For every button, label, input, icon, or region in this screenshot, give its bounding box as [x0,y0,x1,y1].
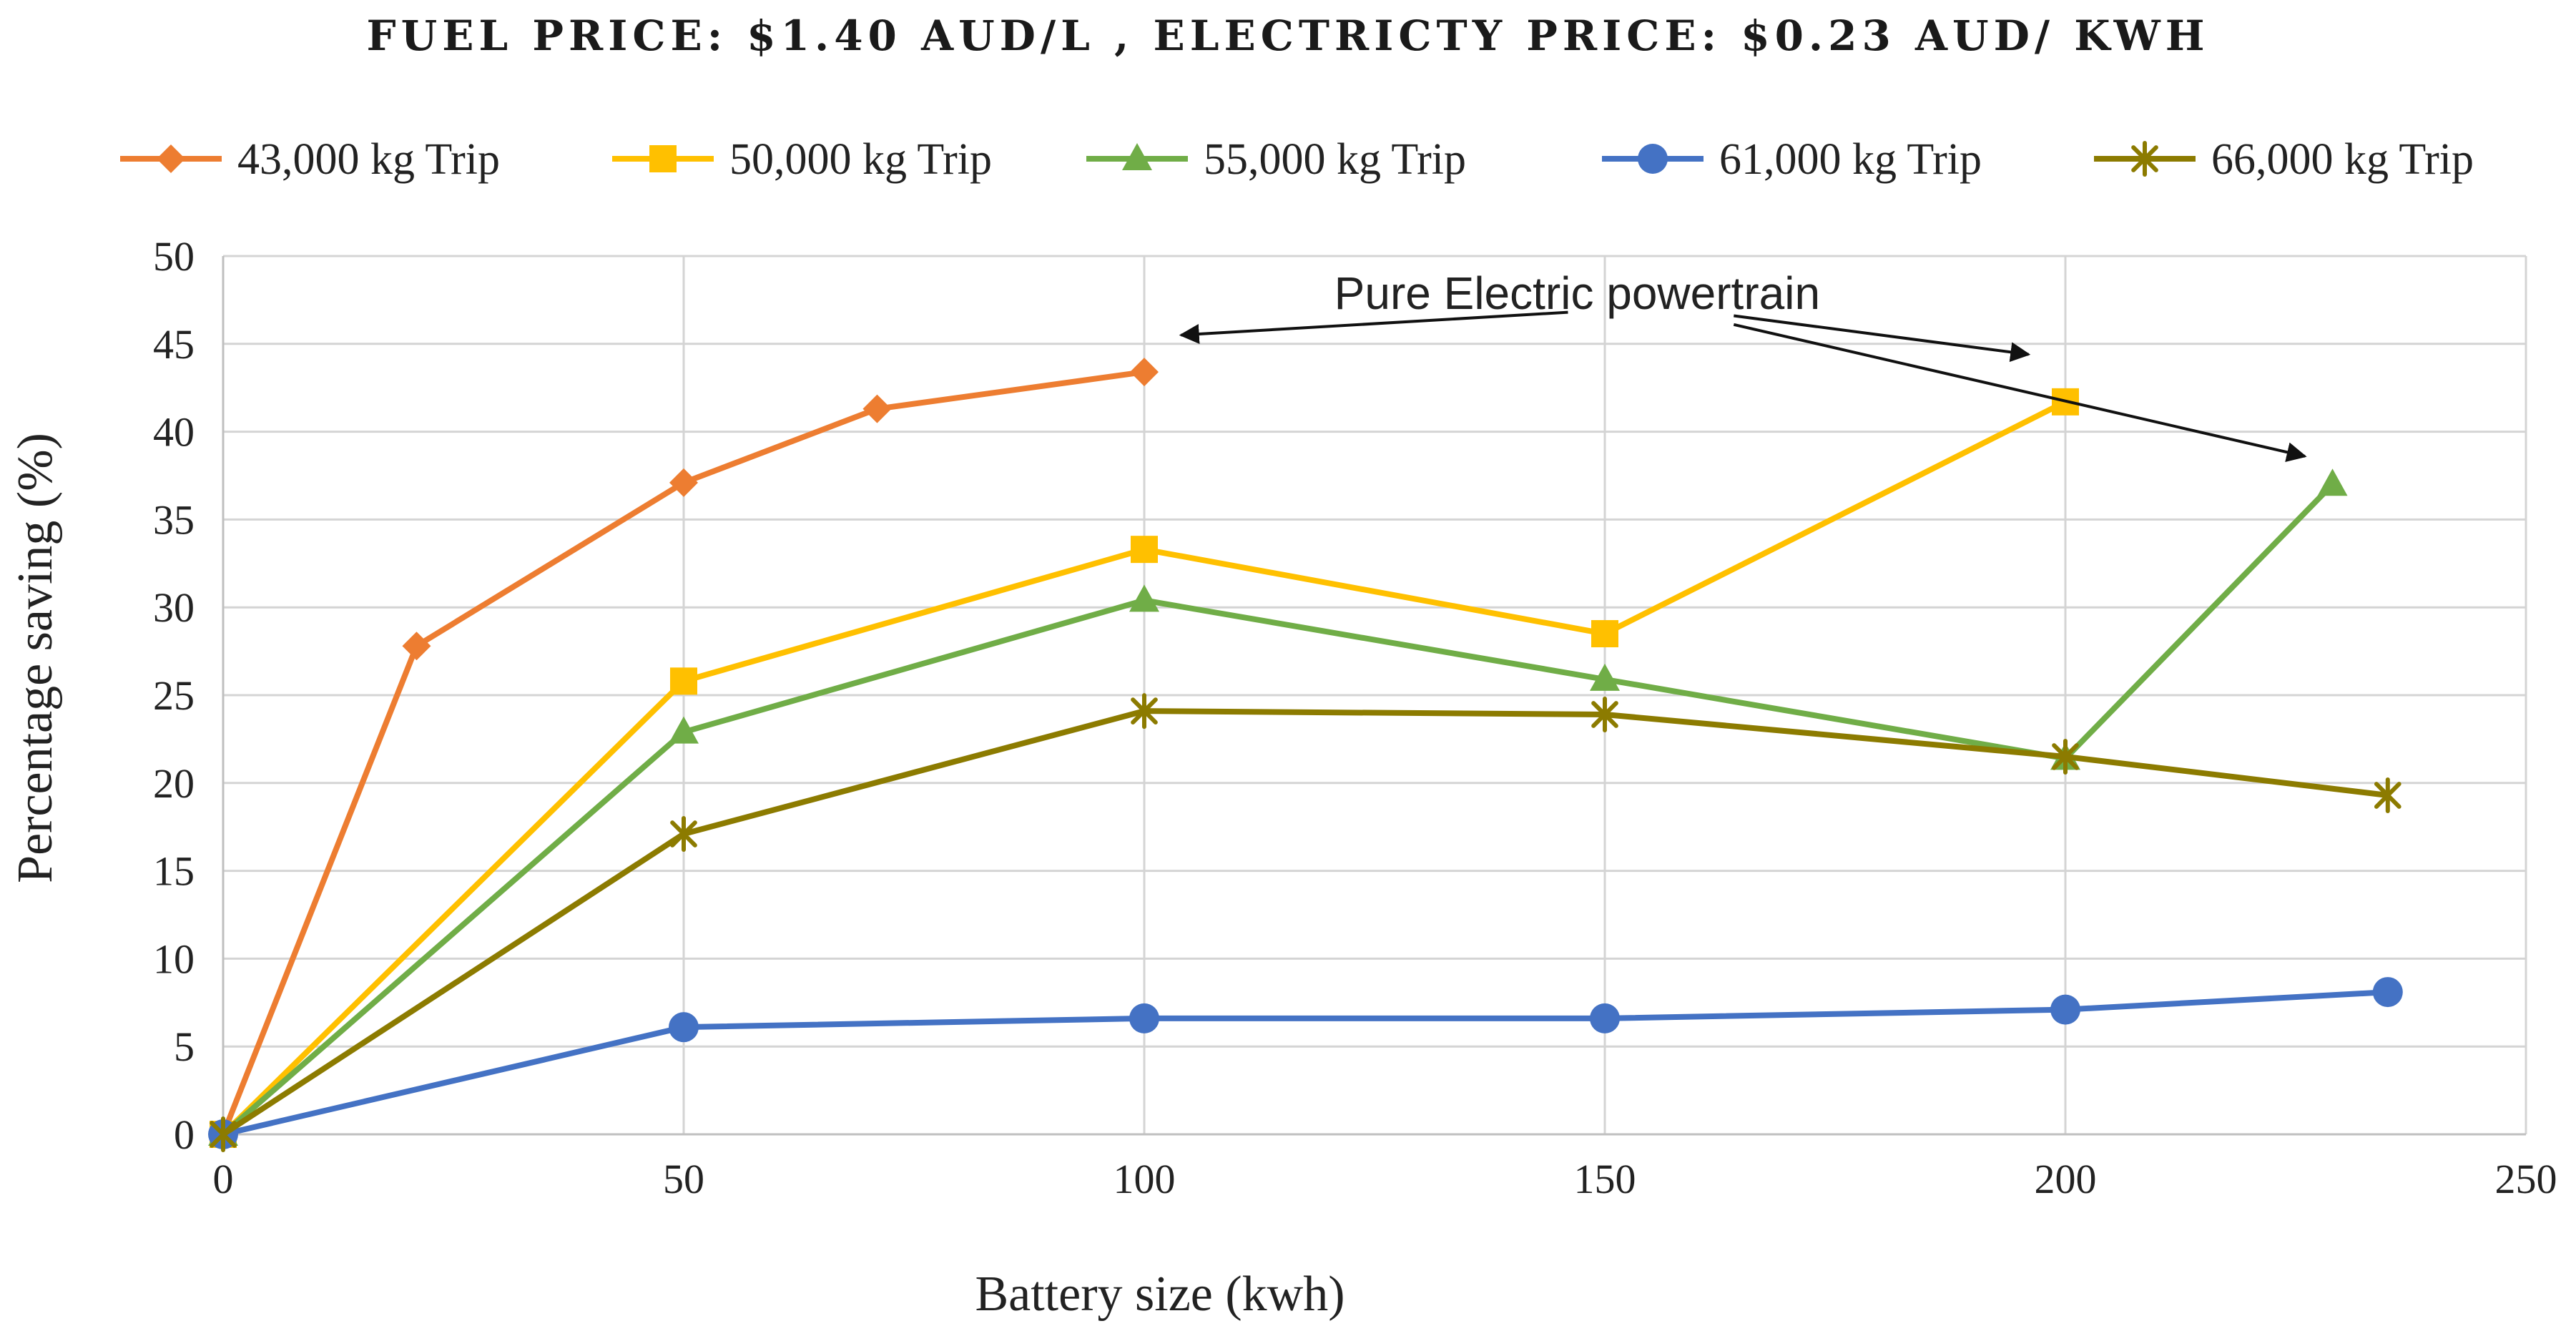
x-tick-label: 50 [663,1156,704,1202]
data-point [1131,693,1158,730]
y-tick-label: 0 [174,1111,195,1158]
legend-label: 66,000 kg Trip [2211,135,2474,184]
legend: 43,000 kg Trip 50,000 kg Trip 55,000 kg Tr… [120,135,2474,184]
series-layer [208,358,2403,1152]
series-61-000-kg-trip [208,977,2403,1149]
x-tick-label: 150 [1574,1156,1636,1202]
axes [222,256,2526,1136]
data-point [1590,663,1620,691]
y-tick-label: 30 [153,584,195,631]
data-point [1129,1003,1159,1033]
legend-marker-diamond-icon [157,144,185,173]
data-point [1591,620,1618,648]
annotation-arrow [1734,314,2031,363]
y-tick-label: 45 [153,321,195,368]
series-line [220,708,2391,1137]
legend-item: 61,000 kg Trip [1602,135,1982,184]
chart-title: FUEL PRICE: $1.40 AUD/L , ELECTRICTY PRI… [366,11,2209,60]
annotation-arrow [1179,310,1568,345]
legend-label: 55,000 kg Trip [1204,135,1466,184]
data-point [2374,777,2402,813]
data-point [669,716,699,744]
annotation-text: Pure Electric powertrain [1334,267,1820,319]
x-tick-label: 0 [213,1156,234,1202]
data-point [669,1012,699,1043]
data-point [2050,994,2080,1025]
legend-label: 43,000 kg Trip [237,135,500,184]
legend-item: 50,000 kg Trip [612,135,992,184]
legend-item: 43,000 kg Trip [120,135,500,184]
x-tick-label: 250 [2495,1156,2557,1202]
y-tick-label: 20 [153,760,195,807]
series-66-000-kg-trip [210,693,2402,1152]
legend-marker-circle-icon [1638,144,1668,174]
x-axis-label: Battery size (kwh) [975,1267,1344,1322]
legend-marker-triangle-icon [1122,143,1152,170]
y-tick-label: 10 [153,935,195,982]
data-point [1130,358,1159,387]
data-point [2052,738,2079,775]
gridlines [223,255,2527,1134]
data-point [402,632,431,661]
y-axis-ticks: 0 5 10 15 20 25 30 35 40 45 50 [153,233,195,1158]
y-tick-label: 50 [153,233,195,280]
legend-marker-star-icon [2131,141,2158,177]
data-point [2372,977,2403,1008]
y-tick-label: 5 [174,1023,195,1070]
y-tick-label: 40 [153,409,195,456]
x-axis-ticks: 0 50 100 150 200 250 [213,1156,2557,1202]
y-axis-label: Percentage saving (%) [8,433,63,883]
series-55-000-kg-trip [208,468,2348,1146]
data-point [1591,697,1618,733]
data-point [670,816,697,853]
data-point [669,468,698,497]
legend-label: 50,000 kg Trip [729,135,992,184]
data-point [1590,1003,1620,1033]
legend-item: 66,000 kg Trip [2094,135,2474,184]
legend-marker-square-icon [649,145,677,172]
legend-item: 55,000 kg Trip [1086,135,1466,184]
data-point [670,667,697,695]
data-point [2317,468,2348,496]
y-tick-label: 35 [153,496,195,543]
series-43-000-kg-trip [209,358,1159,1149]
x-tick-label: 200 [2035,1156,2097,1202]
data-point [862,394,892,423]
data-point [1129,584,1159,612]
x-tick-label: 100 [1114,1156,1176,1202]
series-line [220,989,2391,1137]
legend-label: 61,000 kg Trip [1719,135,1982,184]
annotation-arrow [1733,323,2307,462]
series-line [220,481,2336,1137]
data-point [1131,536,1158,564]
data-point [210,1116,237,1152]
annotation: Pure Electric powertrain [1179,267,2307,462]
y-tick-label: 15 [153,848,195,895]
y-tick-label: 25 [153,672,195,719]
